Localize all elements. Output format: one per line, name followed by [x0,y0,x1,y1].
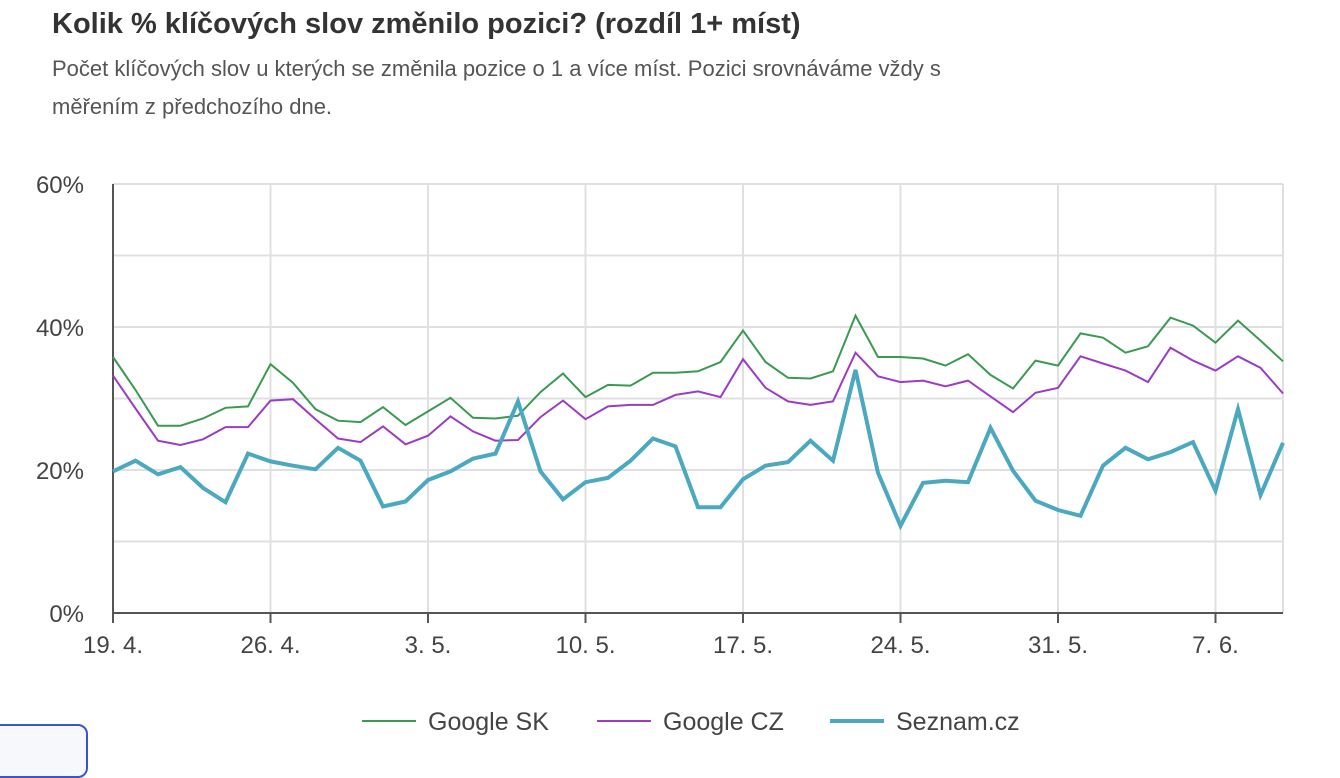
legend-label: Google SK [428,708,549,736]
y-tick-label: 20% [36,458,84,485]
corner-widget[interactable] [0,724,88,778]
tick-labels: 0% 20% 40% 60% 19. 4. 26. 4. 3. 5. 10. 5. 17. 5.… [36,172,1239,659]
x-tick-label: 7. 6. [1192,632,1239,659]
series-line-seznam-cz [112,369,1285,531]
y-tick-label: 0% [49,601,84,628]
x-tick-label: 26. 4. [240,632,300,659]
x-tick-label: 10. 5. [555,632,615,659]
axes [112,184,1283,623]
x-tick-label: 17. 5. [713,632,773,659]
line-chart: 0% 20% 40% 60% 19. 4. 26. 4. 3. 5. 10. 5. 17. 5.… [36,172,1285,736]
x-tick-label: 31. 5. [1028,632,1088,659]
x-tick-label: 3. 5. [405,632,452,659]
legend-label: Google CZ [663,708,784,736]
series-line-google-cz [112,346,1284,447]
y-tick-label: 40% [36,315,84,342]
chart-subtitle: Počet klíčových slov u kterých se změnil… [52,56,941,119]
series-line-google-sk [112,313,1284,427]
series-lines [112,313,1285,531]
legend: Google SK Google CZ Seznam.cz [362,708,1020,736]
legend-label: Seznam.cz [896,708,1020,736]
y-tick-label: 60% [36,172,84,199]
chart-title: Kolik % klíčových slov změnilo pozici? (… [52,8,801,40]
x-tick-label: 19. 4. [83,632,143,659]
x-tick-label: 24. 5. [870,632,930,659]
